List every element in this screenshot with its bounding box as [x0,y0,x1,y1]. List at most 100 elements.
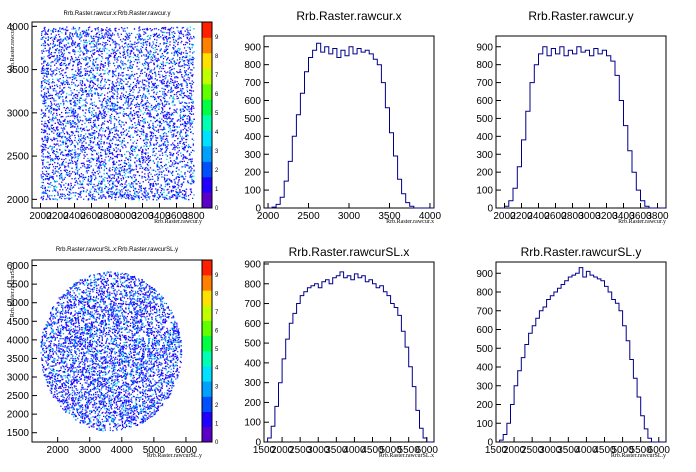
heatmap-cell [101,87,103,89]
heatmap-cell [175,62,178,64]
heatmap-cell [127,85,129,88]
heatmap-cell [55,34,57,36]
heatmap-cell [117,49,119,51]
heatmap-cell [172,130,174,132]
heatmap-cell [91,132,93,134]
heatmap-cell [120,167,122,169]
heatmap-cell [109,195,112,198]
heatmap-cell [150,106,152,108]
heatmap-cell [78,107,80,110]
heatmap-cell [47,161,49,163]
heatmap-cell [100,164,102,166]
heatmap-cell [162,115,165,117]
heatmap-cell [101,148,103,151]
heatmap-cell [91,80,93,82]
heatmap-cell [76,45,79,47]
heatmap-cell [65,97,67,99]
heatmap-cell [64,59,66,61]
heatmap-cell [185,188,188,190]
heatmap-cell [158,33,161,35]
heatmap-cell [73,44,75,46]
heatmap-cell [130,156,132,159]
heatmap-cell [160,112,162,115]
heatmap-cell [180,129,182,131]
heatmap-cell [44,42,46,44]
heatmap-cell [170,78,172,80]
heatmap-cell [132,186,135,188]
heatmap-cell [142,46,144,48]
heatmap-cell [65,143,68,145]
heatmap-cell [41,95,43,97]
heatmap-cell [164,99,166,102]
heatmap-cell [69,52,71,54]
heatmap-cell [120,132,122,134]
heatmap-cell [45,167,47,169]
heatmap-cell [97,187,99,189]
heatmap-cell [115,53,117,55]
heatmap-cell [159,154,161,156]
heatmap-cell [187,165,190,167]
heatmap-cell [85,109,87,111]
heatmap-cell [176,132,178,134]
heatmap-cell [139,95,142,97]
heatmap-cell [135,168,137,170]
heatmap-cell [58,68,60,70]
heatmap-cell [118,180,120,182]
heatmap-cell [74,85,77,87]
heatmap-cell [171,31,173,33]
heatmap-cell [94,130,96,132]
heatmap-cell [55,37,57,39]
heatmap-cell [70,56,73,58]
heatmap-cell [133,48,135,50]
heatmap-cell [170,95,172,97]
heatmap-cell [122,75,124,77]
heatmap-cell [181,196,183,199]
heatmap-cell [168,116,171,118]
heatmap-cell [52,88,54,90]
heatmap-cell [55,50,57,52]
heatmap-cell [98,53,100,56]
heatmap-cell [78,154,80,156]
heatmap-cell [163,116,165,118]
heatmap-cell [41,63,43,65]
heatmap-cell [191,175,194,177]
heatmap-cell [133,86,135,88]
heatmap-cell [79,51,81,53]
heatmap-cell [63,169,65,171]
heatmap-cell [156,166,158,168]
heatmap-cell [98,112,101,114]
heatmap-cell [185,55,188,57]
heatmap-cell [171,68,173,70]
heatmap-cell [116,129,118,132]
heatmap-cell [167,38,170,40]
heatmap-cell [52,114,54,116]
heatmap-cell [68,159,71,161]
heatmap-cell [103,115,106,117]
heatmap-cell [65,122,67,124]
heatmap-cell [168,67,171,69]
heatmap-cell [63,29,65,31]
heatmap-cell [100,151,102,154]
heatmap-cell [148,196,150,198]
heatmap-cell [83,178,86,180]
heatmap-cell [86,136,89,138]
heatmap-cell [147,164,149,166]
heatmap-cell [93,53,95,55]
heatmap-cell [155,153,157,155]
heatmap-cell [149,156,151,158]
heatmap-cell [51,130,53,132]
heatmap-cell [97,27,99,29]
heatmap-cell [68,173,71,175]
heatmap-cell [157,96,159,98]
heatmap-cell [88,182,90,185]
heatmap-cell [141,157,143,159]
heatmap-cell [106,30,108,32]
heatmap-cell [187,135,189,137]
heatmap-cell [60,55,62,57]
heatmap-cell [127,69,129,71]
heatmap-cell [84,104,86,106]
heatmap-cell [114,40,116,43]
heatmap-cell [107,63,109,65]
heatmap-cell [102,149,104,151]
heatmap-cell [50,104,53,106]
